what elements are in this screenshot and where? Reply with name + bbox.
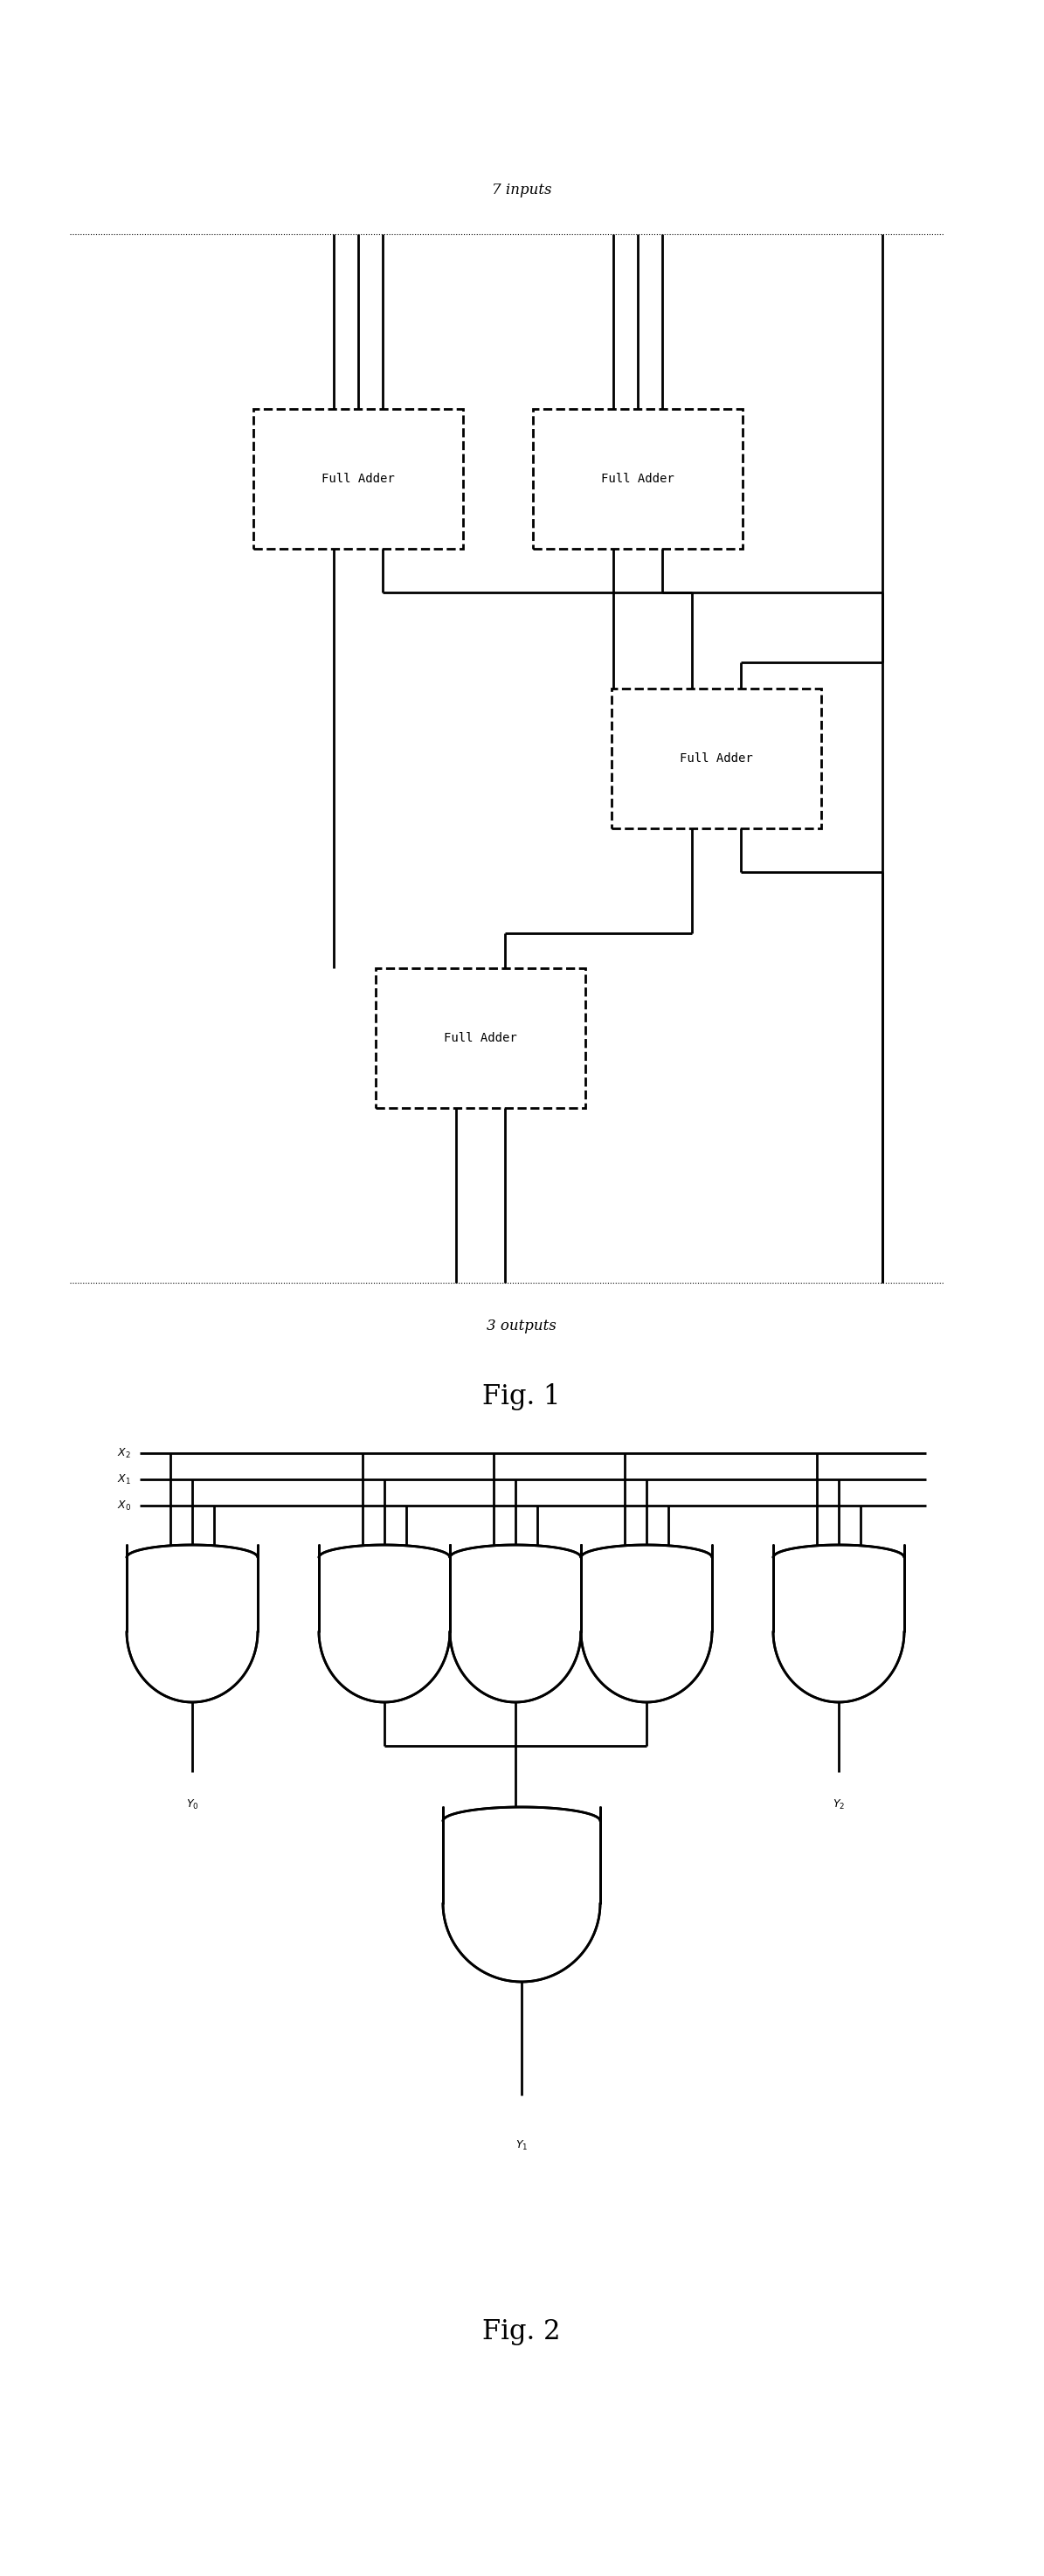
Text: Fig. 1: Fig. 1 <box>482 1383 561 1409</box>
Text: $Y_0$: $Y_0$ <box>186 1798 198 1811</box>
Bar <box>376 969 586 1108</box>
Text: Full Adder: Full Adder <box>444 1033 517 1043</box>
Text: Fig. 2: Fig. 2 <box>482 2318 561 2344</box>
Polygon shape <box>318 1546 450 1703</box>
Text: Full Adder: Full Adder <box>680 752 753 765</box>
Polygon shape <box>774 1546 904 1703</box>
Bar <box>532 410 742 549</box>
Text: 7 inputs: 7 inputs <box>492 183 551 198</box>
Polygon shape <box>126 1546 258 1703</box>
Text: Full Adder: Full Adder <box>601 474 674 484</box>
Polygon shape <box>580 1546 712 1703</box>
Text: $X_2$: $X_2$ <box>117 1448 132 1461</box>
Text: Full Adder: Full Adder <box>322 474 395 484</box>
Polygon shape <box>450 1546 580 1703</box>
Text: $Y_2$: $Y_2$ <box>832 1798 845 1811</box>
Polygon shape <box>443 1806 600 1981</box>
Text: $X_1$: $X_1$ <box>117 1473 132 1486</box>
Text: $Y_1$: $Y_1$ <box>516 2138 528 2154</box>
Text: 3 outputs: 3 outputs <box>487 1319 556 1334</box>
Text: $X_0$: $X_0$ <box>117 1499 132 1512</box>
Bar <box>612 688 822 829</box>
Bar <box>254 410 464 549</box>
